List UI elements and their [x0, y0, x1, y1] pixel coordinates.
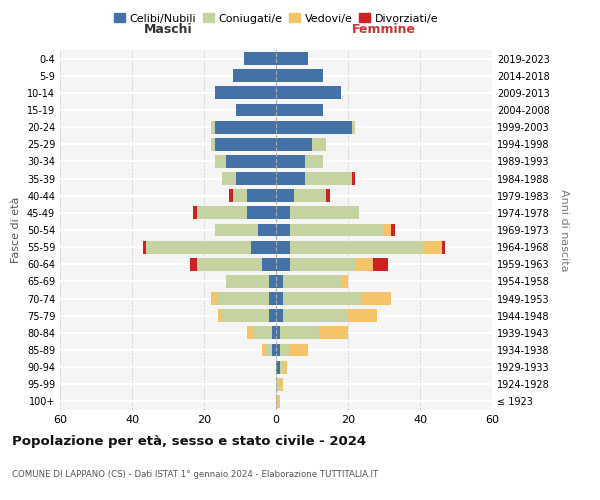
Bar	[146, 240, 251, 254]
Bar	[276, 190, 294, 202]
Bar	[283, 275, 341, 288]
Bar	[276, 172, 305, 185]
Bar	[190, 258, 197, 270]
Bar	[352, 120, 355, 134]
Bar	[348, 310, 377, 322]
Legend: Celibi/Nubili, Coniugati/e, Vedovi/e, Divorziati/e: Celibi/Nubili, Coniugati/e, Vedovi/e, Di…	[109, 9, 443, 28]
Bar	[215, 86, 276, 100]
Bar	[276, 258, 290, 270]
Bar	[254, 326, 272, 340]
Bar	[283, 292, 362, 305]
Bar	[283, 310, 348, 322]
Bar	[265, 344, 272, 356]
Bar	[305, 172, 352, 185]
Bar	[218, 292, 269, 305]
Bar	[222, 310, 269, 322]
Text: Maschi: Maschi	[143, 24, 193, 36]
Bar	[362, 292, 391, 305]
Bar	[233, 70, 276, 82]
Bar	[290, 258, 355, 270]
Bar	[280, 344, 290, 356]
Bar	[272, 326, 276, 340]
Text: COMUNE DI LAPPANO (CS) - Dati ISTAT 1° gennaio 2024 - Elaborazione TUTTITALIA.IT: COMUNE DI LAPPANO (CS) - Dati ISTAT 1° g…	[12, 470, 378, 479]
Y-axis label: Anni di nascita: Anni di nascita	[559, 188, 569, 271]
Bar	[226, 155, 276, 168]
Bar	[276, 292, 283, 305]
Bar	[294, 190, 326, 202]
Bar	[312, 138, 326, 150]
Bar	[391, 224, 395, 236]
Bar	[244, 52, 276, 65]
Bar	[262, 344, 265, 356]
Bar	[276, 326, 280, 340]
Bar	[236, 172, 276, 185]
Bar	[276, 240, 290, 254]
Bar	[247, 190, 276, 202]
Bar	[276, 52, 308, 65]
Bar	[442, 240, 445, 254]
Bar	[258, 224, 276, 236]
Bar	[276, 310, 283, 322]
Bar	[280, 360, 283, 374]
Bar	[326, 190, 330, 202]
Bar	[269, 292, 276, 305]
Bar	[280, 378, 283, 390]
Bar	[280, 326, 319, 340]
Bar	[269, 275, 276, 288]
Bar	[276, 395, 280, 408]
Bar	[269, 310, 276, 322]
Bar	[233, 190, 247, 202]
Bar	[215, 138, 276, 150]
Bar	[215, 155, 226, 168]
Bar	[373, 258, 388, 270]
Bar	[341, 275, 348, 288]
Bar	[276, 120, 352, 134]
Bar	[276, 378, 280, 390]
Bar	[211, 120, 215, 134]
Bar	[290, 224, 384, 236]
Bar	[272, 344, 276, 356]
Bar	[290, 240, 424, 254]
Bar	[384, 224, 391, 236]
Bar	[262, 258, 276, 270]
Bar	[211, 292, 218, 305]
Bar	[143, 240, 146, 254]
Bar	[355, 258, 373, 270]
Bar	[283, 360, 287, 374]
Bar	[215, 224, 258, 236]
Bar	[276, 206, 290, 220]
Bar	[305, 155, 323, 168]
Bar	[276, 360, 280, 374]
Bar	[276, 138, 312, 150]
Bar	[319, 326, 348, 340]
Bar	[193, 206, 197, 220]
Bar	[290, 206, 359, 220]
Bar	[226, 275, 269, 288]
Bar	[276, 344, 280, 356]
Bar	[276, 86, 341, 100]
Bar	[215, 120, 276, 134]
Bar	[352, 172, 355, 185]
Bar	[290, 344, 308, 356]
Bar	[251, 240, 276, 254]
Bar	[197, 206, 247, 220]
Bar	[211, 138, 215, 150]
Bar	[276, 70, 323, 82]
Bar	[247, 206, 276, 220]
Bar	[247, 326, 254, 340]
Bar	[276, 104, 323, 117]
Text: Femmine: Femmine	[352, 24, 416, 36]
Bar	[229, 190, 233, 202]
Bar	[424, 240, 442, 254]
Text: Popolazione per età, sesso e stato civile - 2024: Popolazione per età, sesso e stato civil…	[12, 435, 366, 448]
Bar	[236, 104, 276, 117]
Bar	[218, 310, 222, 322]
Bar	[197, 258, 262, 270]
Bar	[222, 172, 236, 185]
Bar	[276, 224, 290, 236]
Y-axis label: Fasce di età: Fasce di età	[11, 197, 21, 263]
Bar	[276, 275, 283, 288]
Bar	[276, 155, 305, 168]
